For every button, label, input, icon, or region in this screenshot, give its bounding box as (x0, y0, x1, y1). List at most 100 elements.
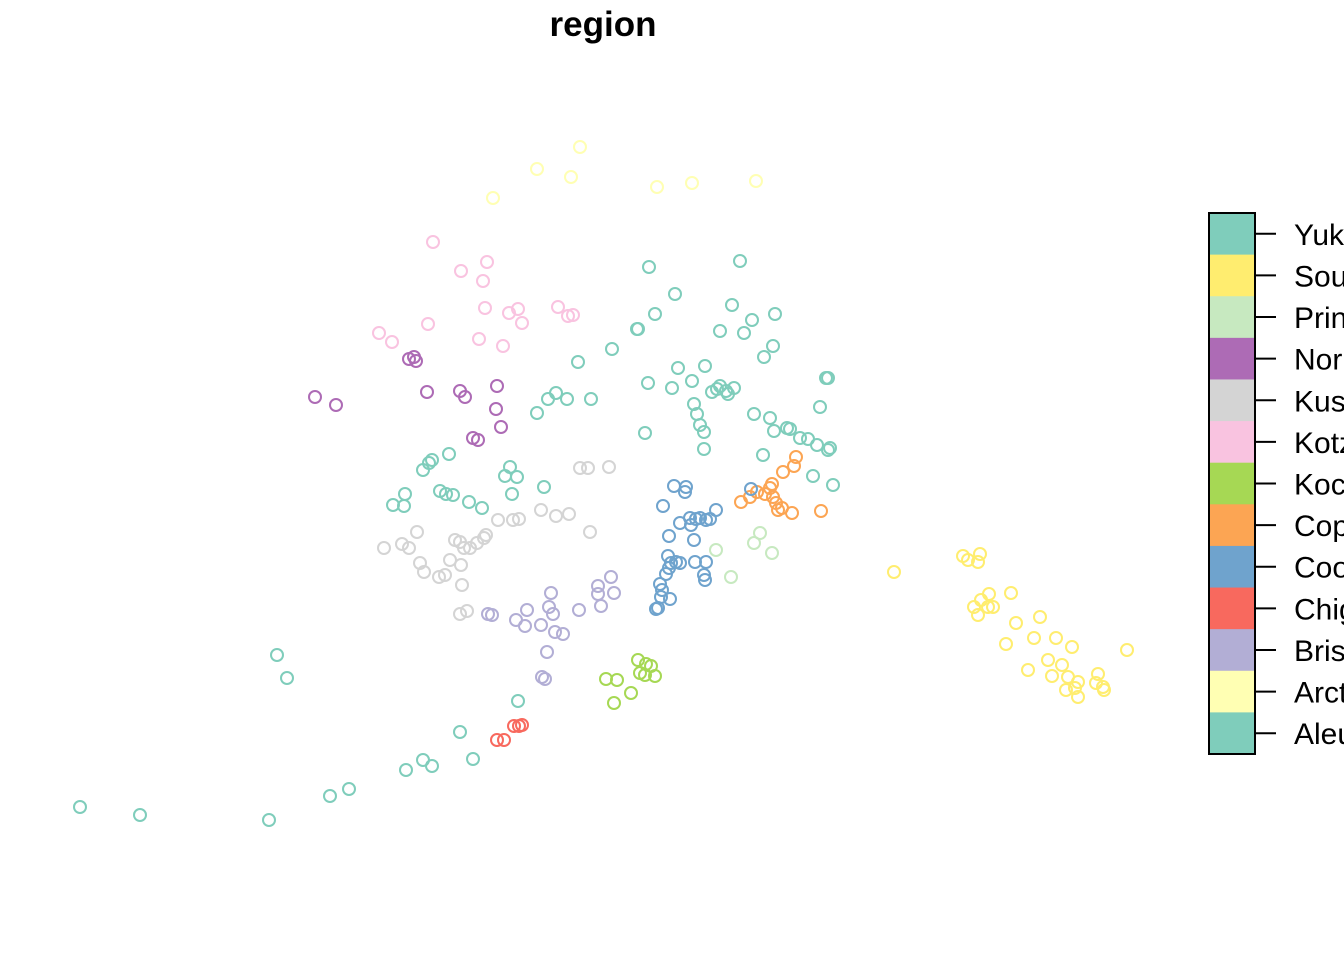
point-yukon (733, 254, 747, 268)
point-bristol-bay (535, 670, 549, 684)
point-yukon (756, 448, 770, 462)
point-bristol-bay (540, 645, 554, 659)
point-yukon (826, 478, 840, 492)
point-cook-inlet (683, 511, 697, 525)
point-aleutians (511, 694, 525, 708)
point-yukon (819, 371, 833, 385)
point-yukon (398, 487, 412, 501)
point-prince-william-sound (724, 570, 738, 584)
point-kotzebue (385, 335, 399, 349)
point-cook-inlet (653, 577, 667, 591)
point-southeast (1045, 669, 1059, 683)
point-southeast (887, 565, 901, 579)
point-kuskokwim (583, 525, 597, 539)
point-chignik (497, 733, 511, 747)
point-yukon (641, 376, 655, 390)
point-yukon (757, 350, 771, 364)
point-cook-inlet (699, 555, 713, 569)
point-kotzebue (478, 301, 492, 315)
point-copper-river (814, 504, 828, 518)
legend: Yuk Sou Prin Nor Kus Kotz Koc Cop Coo Chig Bris Arc… (1208, 212, 1344, 755)
point-kuskokwim (581, 461, 595, 475)
point-cook-inlet (697, 568, 711, 582)
point-southeast (1009, 616, 1023, 630)
point-arctic (749, 174, 763, 188)
point-kotzebue (511, 302, 525, 316)
point-arctic (530, 162, 544, 176)
point-yukon (687, 397, 701, 411)
legend-swatch-yukon (1209, 213, 1255, 256)
point-kotzebue (496, 339, 510, 353)
point-cook-inlet (689, 512, 703, 526)
point-bristol-bay (534, 618, 548, 632)
legend-swatches (1209, 213, 1255, 755)
point-yukon (422, 456, 436, 470)
point-cook-inlet (659, 567, 673, 581)
point-yukon (766, 339, 780, 353)
point-kotzebue (372, 326, 386, 340)
point-cook-inlet (687, 533, 701, 547)
point-arctic (564, 170, 578, 184)
point-aleutians (399, 763, 413, 777)
legend-swatch-bristol-bay (1209, 629, 1255, 672)
legend-swatch-arctic (1209, 670, 1255, 713)
point-cook-inlet (698, 573, 712, 587)
point-chignik (515, 718, 529, 732)
point-southeast (973, 547, 987, 561)
point-copper-river (771, 503, 785, 517)
point-cook-inlet (661, 549, 675, 563)
point-kodiak (648, 669, 662, 683)
point-norton-sound (409, 354, 423, 368)
point-bristol-bay (542, 600, 556, 614)
point-yukon (665, 381, 679, 395)
point-yukon (823, 441, 837, 455)
point-aleutians (262, 813, 276, 827)
legend-label-chignik: Chig (1294, 593, 1344, 626)
point-bristol-bay (591, 579, 605, 593)
point-arctic (573, 140, 587, 154)
point-aleutians (73, 800, 87, 814)
point-kuskokwim (602, 460, 616, 474)
point-kuskokwim (457, 541, 471, 555)
point-aleutians (425, 759, 439, 773)
point-cook-inlet (744, 482, 758, 496)
point-aleutians (133, 808, 147, 822)
point-aleutians (323, 789, 337, 803)
point-kuskokwim (377, 541, 391, 555)
point-southeast (974, 593, 988, 607)
legend-label-kotzebue: Kotz (1294, 427, 1344, 460)
point-chignik (490, 733, 504, 747)
point-kotzebue (421, 317, 435, 331)
point-yukon (793, 431, 807, 445)
point-southeast (1068, 681, 1082, 695)
point-southeast (971, 555, 985, 569)
point-kuskokwim (443, 553, 457, 567)
point-copper-river (769, 496, 783, 510)
point-southeast (1021, 663, 1035, 677)
point-kuskokwim (512, 512, 526, 526)
point-southeast (1033, 610, 1047, 624)
point-kuskokwim (402, 541, 416, 555)
point-norton-sound (458, 390, 472, 404)
point-southeast (971, 608, 985, 622)
point-yukon (747, 407, 761, 421)
point-aleutians (342, 782, 356, 796)
point-prince-william-sound (747, 536, 761, 550)
point-southeast (999, 637, 1013, 651)
point-yukon (767, 424, 781, 438)
point-copper-river (758, 487, 772, 501)
point-yukon (462, 495, 476, 509)
point-yukon (810, 438, 824, 452)
point-aleutians (466, 752, 480, 766)
point-southeast (1091, 667, 1105, 681)
point-prince-william-sound (765, 546, 779, 560)
point-kuskokwim (454, 558, 468, 572)
legend-label-prince-william-sound: Prin (1294, 302, 1344, 335)
point-yukon (397, 499, 411, 513)
point-norton-sound (308, 390, 322, 404)
point-bristol-bay (604, 570, 618, 584)
point-southeast (982, 587, 996, 601)
point-kotzebue (561, 309, 575, 323)
point-yukon (698, 359, 712, 373)
